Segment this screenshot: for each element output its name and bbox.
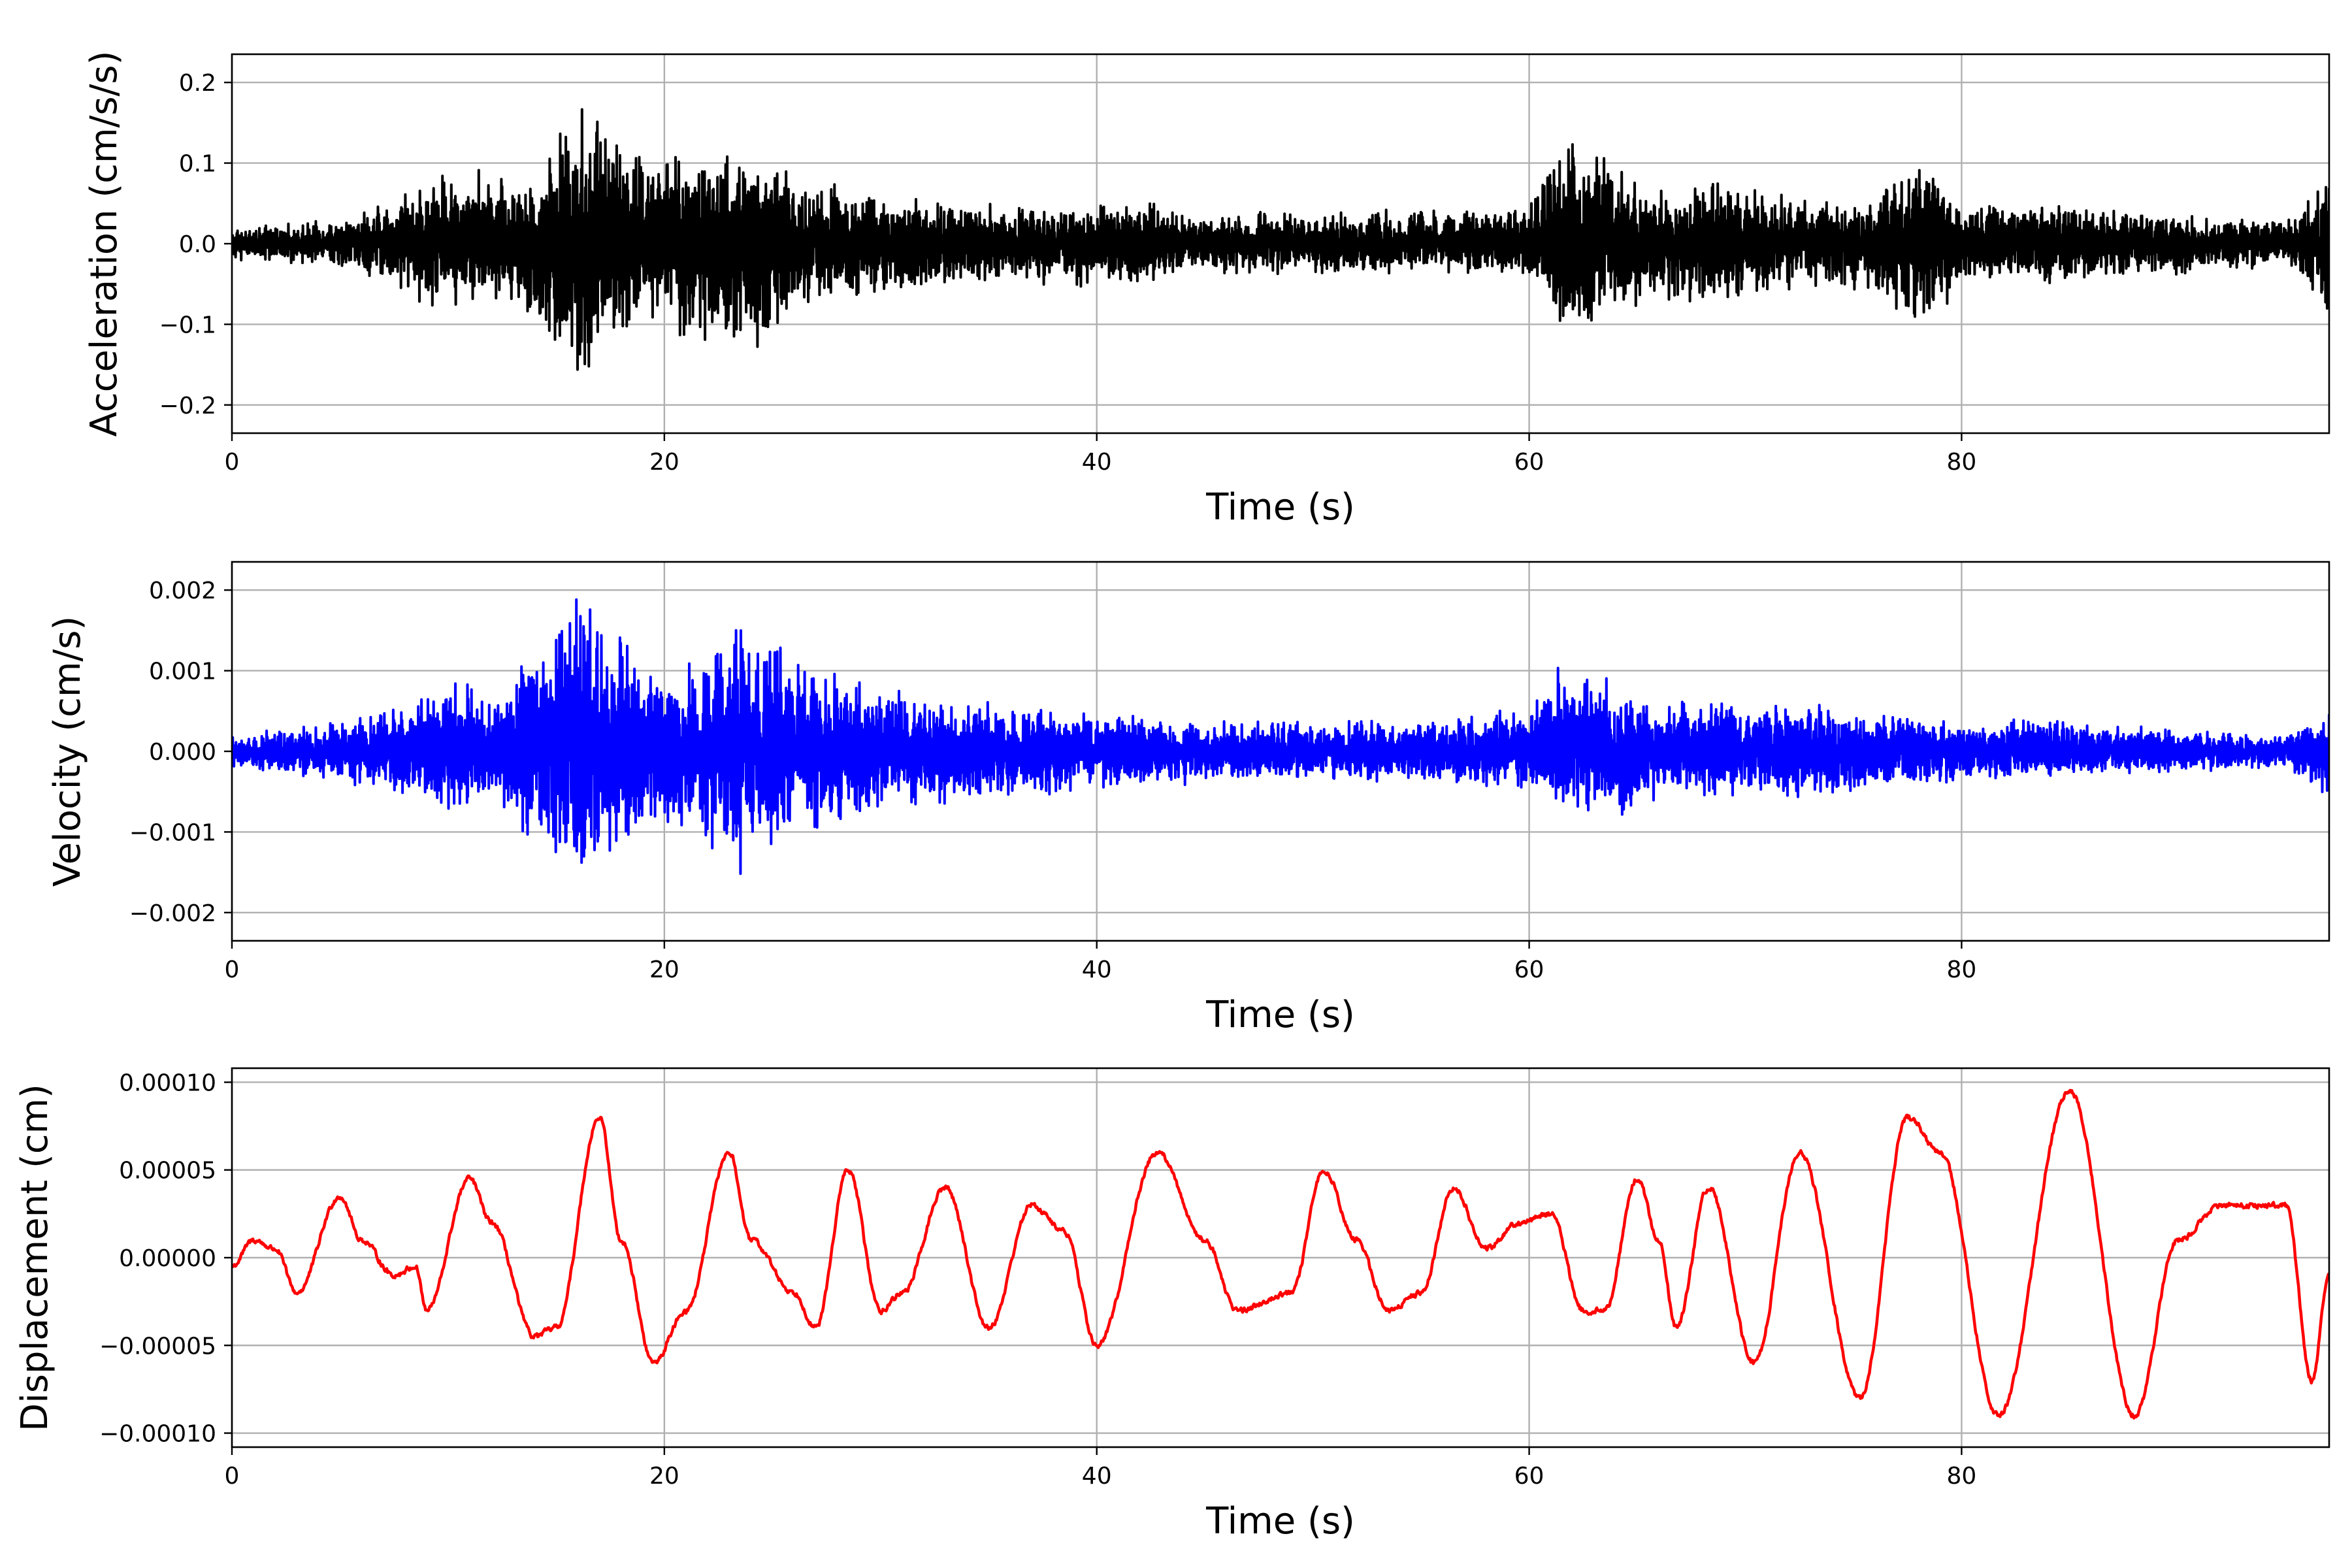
- x-tick-label: 0: [225, 449, 240, 476]
- x-tick-label: 0: [225, 1463, 240, 1490]
- y-tick-label: 0.002: [149, 578, 216, 604]
- y-axis-label: Velocity (cm/s): [46, 616, 89, 887]
- y-tick-label: 0.00000: [119, 1245, 216, 1272]
- y-tick-label: −0.002: [129, 900, 216, 927]
- series-line: [232, 1088, 2329, 1420]
- y-axis-label: Acceleration (cm/s/s): [83, 51, 125, 437]
- y-tick-label: 0.00010: [119, 1070, 216, 1096]
- y-tick-label: −0.2: [159, 393, 216, 419]
- x-axis-label: Time (s): [1205, 486, 1355, 529]
- x-tick-label: 60: [1514, 449, 1544, 476]
- y-tick-label: 0.1: [179, 151, 216, 178]
- x-tick-label: 60: [1514, 1463, 1544, 1490]
- y-tick-label: −0.00005: [99, 1333, 216, 1360]
- y-tick-label: 0.00005: [119, 1158, 216, 1184]
- x-tick-label: 80: [1947, 449, 1977, 476]
- y-tick-label: 0.0: [179, 231, 216, 258]
- y-tick-label: −0.001: [129, 819, 216, 846]
- x-tick-label: 20: [649, 449, 679, 476]
- y-axis-label: Displacement (cm): [14, 1084, 56, 1431]
- x-tick-label: 20: [649, 956, 679, 983]
- y-tick-label: 0.2: [179, 70, 216, 97]
- x-tick-label: 80: [1947, 956, 1977, 983]
- x-tick-label: 0: [225, 956, 240, 983]
- y-tick-label: −0.1: [159, 312, 216, 338]
- series-line: [232, 108, 2329, 371]
- y-tick-label: 0.001: [149, 659, 216, 685]
- x-tick-label: 80: [1947, 1463, 1977, 1490]
- x-axis-label: Time (s): [1205, 994, 1355, 1036]
- x-tick-label: 40: [1082, 956, 1112, 983]
- y-tick-label: 0.000: [149, 739, 216, 766]
- x-tick-label: 20: [649, 1463, 679, 1490]
- x-tick-label: 40: [1082, 1463, 1112, 1490]
- y-tick-label: −0.00010: [99, 1421, 216, 1448]
- panel-3: 0 20 40 60 80 −0.00010 −0.00005 0.00000 0.00005 0…: [14, 1067, 2330, 1543]
- series-line: [232, 598, 2329, 875]
- x-tick-label: 40: [1082, 449, 1112, 476]
- panel-1: 0 20 40 60 80 −0.2 −0.1 0.0 0.1 0.2 Time (s) Accele…: [83, 51, 2330, 529]
- panel-2: 0 20 40 60 80 −0.002 −0.001 0.000 0.001 0.002 Time…: [46, 561, 2330, 1036]
- x-axis-label: Time (s): [1205, 1500, 1355, 1543]
- x-tick-label: 60: [1514, 956, 1544, 983]
